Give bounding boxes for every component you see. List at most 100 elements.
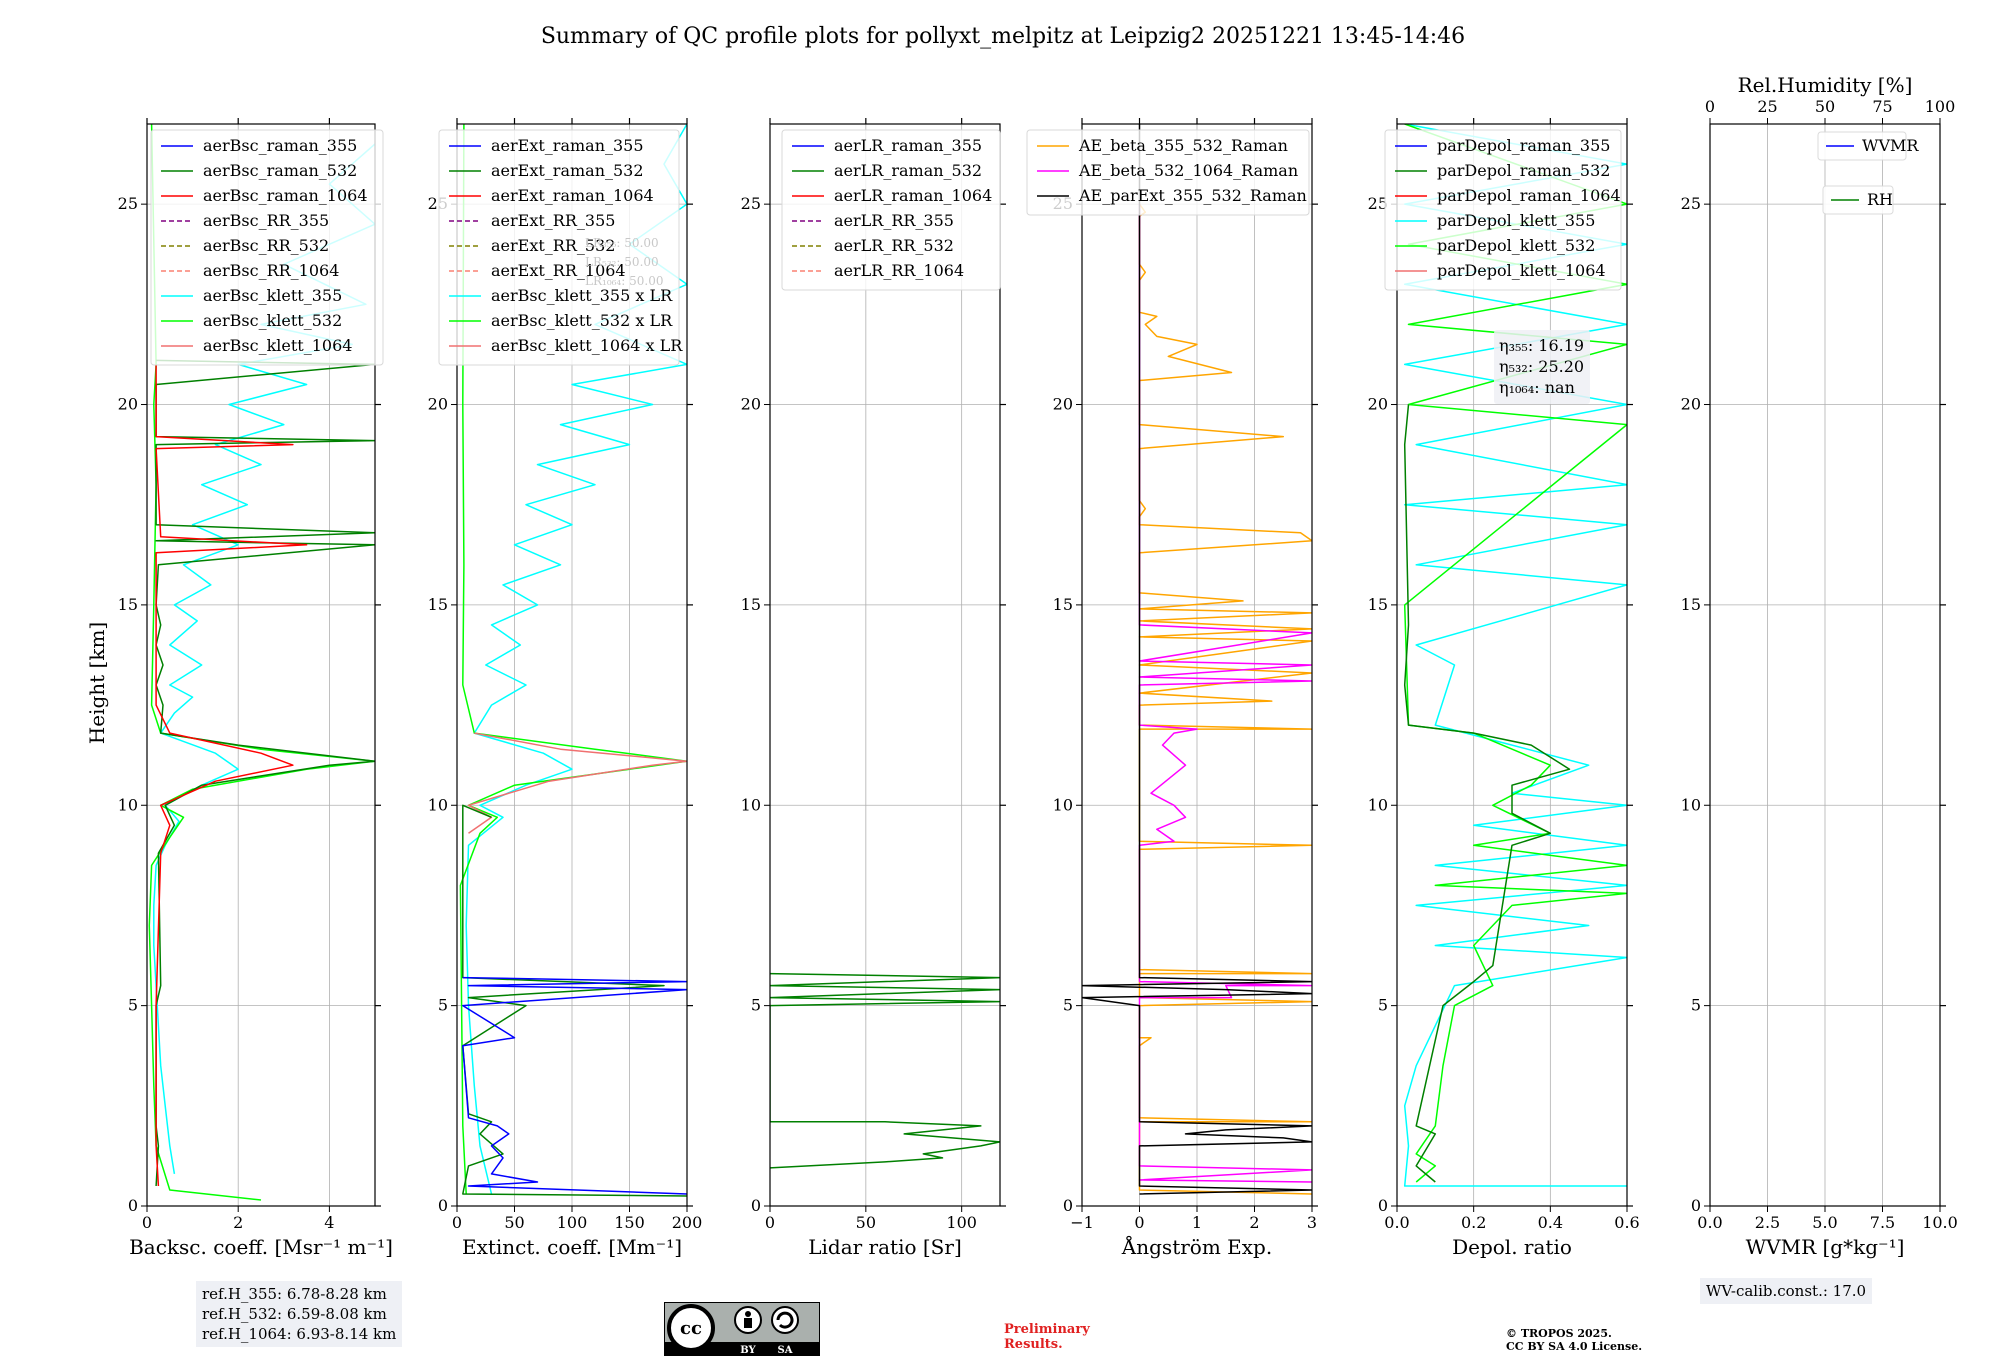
x-tick-label: 0 — [765, 1213, 775, 1232]
panel-bsc: 0 2 4 0 5 10 15 20 25 Backsc. coeff. [Msr⁻¹ m⁻¹] a… — [118, 118, 393, 1259]
lr-annotation: LR₁₀₆₄: 50.00 — [585, 274, 663, 288]
legend-bsc: aerBsc_raman_355 aerBsc_raman_532 aerBsc_r… — [150, 129, 384, 366]
y-tick-label: 15 — [1053, 595, 1073, 614]
y-tick-label: 15 — [1368, 595, 1388, 614]
reference-height-box: ref.H_355: 6.78-8.28 km ref.H_532: 6.59-… — [196, 1281, 403, 1347]
x-tick-label: 1 — [1192, 1213, 1202, 1232]
legend-label: AE_parExt_355_532_Raman — [1078, 186, 1307, 205]
x-axis-label: Lidar ratio [Sr] — [808, 1235, 962, 1259]
x-tick-label: 150 — [614, 1213, 645, 1232]
axes-frame — [769, 123, 1001, 1207]
legend-label: parDepol_raman_355 — [1437, 136, 1610, 155]
y-tick-label: 25 — [118, 194, 138, 213]
y-tick-label: 20 — [741, 395, 761, 414]
legend-label: aerBsc_raman_355 — [203, 136, 357, 155]
y-tick-label: 5 — [1063, 996, 1073, 1015]
y-tick-label: 25 — [741, 194, 761, 213]
legend-label: aerExt_RR_355 — [491, 211, 615, 230]
x-tick-label: 2 — [233, 1213, 243, 1232]
legend-label: parDepol_raman_1064 — [1437, 186, 1621, 205]
series-aerBsc_klett_532 — [148, 124, 375, 1201]
x-tick-label: 3 — [1307, 1213, 1317, 1232]
top-x-tick-label: 25 — [1757, 97, 1777, 116]
x-tick-label: 5.0 — [1812, 1213, 1837, 1232]
series-group — [770, 972, 1000, 1169]
legend-label: parDepol_raman_532 — [1437, 161, 1610, 180]
legend-label: aerBsc_RR_355 — [203, 211, 329, 230]
series-aerExt_raman_355 — [462, 976, 687, 1195]
eta-box — [1494, 330, 1590, 404]
y-tick-label: 10 — [1368, 795, 1388, 814]
legend-label: WVMR — [1862, 136, 1919, 155]
x-tick-label: 50 — [856, 1213, 876, 1232]
y-tick-label: 0 — [1378, 1196, 1388, 1215]
y-tick-label: 15 — [118, 595, 138, 614]
legend-box — [150, 129, 384, 366]
cc-by-sa-license-icon: cc BY SA — [664, 1302, 820, 1356]
legend-lr: aerLR_raman_355 aerLR_raman_532 aerLR_rama… — [781, 129, 1001, 291]
cc-by-label: BY — [740, 1345, 756, 1356]
x-tick-label: 0 — [142, 1213, 152, 1232]
y-tick-label: 10 — [741, 795, 761, 814]
legend-label: aerBsc_RR_532 — [203, 236, 329, 255]
legend-box — [1026, 129, 1310, 216]
x-tick-label: 50 — [504, 1213, 524, 1232]
legend-label: aerExt_raman_532 — [491, 161, 644, 180]
y-tick-label: 5 — [1691, 996, 1701, 1015]
series-aerLR_raman_532 — [770, 972, 1000, 1169]
y-tick-label: 10 — [118, 795, 138, 814]
legend-label: aerBsc_klett_355 — [203, 286, 342, 305]
legend-box — [1384, 129, 1622, 291]
legend-label: aerBsc_RR_1064 — [203, 261, 339, 280]
y-axis-label: Height [km] — [85, 622, 109, 744]
series-aerBsc_raman_532 — [155, 359, 375, 1187]
top-x-tick-label: 50 — [1815, 97, 1835, 116]
y-tick-label: 10 — [1681, 795, 1701, 814]
eta-annotation: η₅₃₂: 25.20 — [1499, 357, 1584, 376]
x-axis-label: Ångström Exp. — [1121, 1234, 1272, 1259]
x-tick-label: 100 — [557, 1213, 588, 1232]
cc-sa-label: SA — [778, 1345, 793, 1356]
legend-label: aerLR_raman_355 — [834, 136, 982, 155]
legend-box — [1817, 131, 1907, 161]
y-tick-label: 20 — [118, 395, 138, 414]
series-AE_beta_355_532_Raman — [1138, 203, 1312, 1195]
legend-RH: RH — [1822, 185, 1894, 215]
preliminary-line-1: Preliminary — [1004, 1322, 1090, 1337]
series-group — [459, 124, 687, 1197]
y-tick-label: 20 — [1368, 395, 1388, 414]
x-tick-label: 0.0 — [1697, 1213, 1722, 1232]
legend-box — [438, 129, 680, 366]
panel-lr: 0 50 100 0 5 10 15 20 25 Lidar ratio [Sr] aerLR_ra… — [741, 118, 1006, 1259]
legend-label: aerLR_RR_355 — [834, 211, 954, 230]
x-axis-label: Extinct. coeff. [Mm⁻¹] — [462, 1235, 682, 1259]
top-x-tick-label: 0 — [1705, 97, 1715, 116]
x-axis-label: Depol. ratio — [1452, 1235, 1572, 1259]
legend-label: aerExt_raman_1064 — [491, 186, 654, 205]
legend-label: aerBsc_klett_355 x LR — [491, 286, 673, 305]
y-tick-label: 15 — [741, 595, 761, 614]
x-tick-label: 2 — [1249, 1213, 1259, 1232]
x-tick-label: −1 — [1070, 1213, 1094, 1232]
lr-annotation: LR₅₃₂: 50.00 — [585, 255, 659, 269]
preliminary-line-2: Results. — [1004, 1337, 1063, 1352]
legend-label: aerBsc_klett_532 x LR — [491, 311, 673, 330]
legend-label: parDepol_klett_355 — [1437, 211, 1595, 230]
y-tick-label: 5 — [1378, 996, 1388, 1015]
cc-mark: cc — [680, 1318, 702, 1339]
x-tick-label: 10.0 — [1922, 1213, 1958, 1232]
legend-label: aerLR_raman_532 — [834, 161, 982, 180]
series-aerExt_raman_532 — [462, 804, 687, 1197]
legend-label: aerBsc_klett_1064 — [203, 336, 352, 355]
panel-wv: 0.0 2.5 5.0 7.5 10.0 0 5 10 15 20 25 WVMR [g*kg⁻¹] 0… — [1681, 73, 1958, 1259]
x-axis-label: WVMR [g*kg⁻¹] — [1746, 1235, 1905, 1259]
x-tick-label: 0.6 — [1614, 1213, 1639, 1232]
legend-label: aerExt_raman_355 — [491, 136, 644, 155]
legend-ext: aerExt_raman_355 aerExt_raman_532 aerExt_r… — [438, 129, 683, 366]
top-x-axis-label: Rel.Humidity [%] — [1738, 73, 1913, 97]
y-tick-label: 5 — [751, 996, 761, 1015]
series-AE_beta_532_1064_Raman — [1138, 204, 1312, 1183]
y-tick-label: 20 — [1053, 395, 1073, 414]
legend-depol: parDepol_raman_355 parDepol_raman_532 parD… — [1384, 129, 1622, 291]
